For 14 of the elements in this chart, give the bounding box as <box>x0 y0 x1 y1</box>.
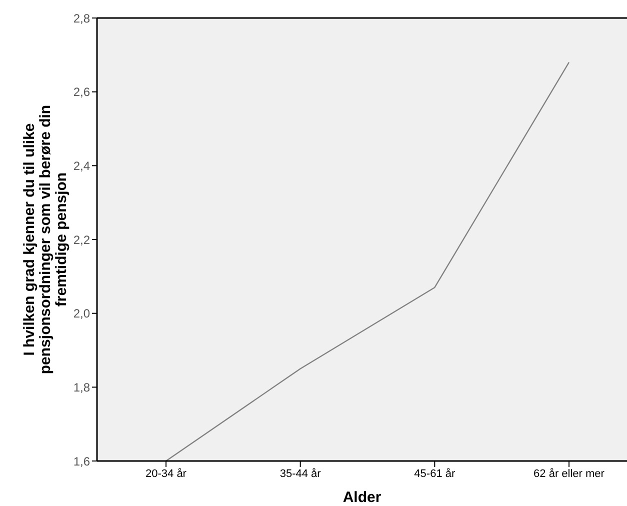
y-tick-label: 2,8 <box>73 11 90 26</box>
y-axis-title: I hvilken grad kjenner du til ulike pensjonsordninger som vil berøre din fremtidige pensjon <box>21 104 70 374</box>
line-series <box>165 62 570 461</box>
x-tick-label: 45-61 år <box>414 468 456 480</box>
y-tick-label: 2,2 <box>73 232 90 247</box>
x-tick-label: 20-34 år <box>146 468 187 480</box>
x-axis-title: Alder <box>342 489 382 506</box>
x-tick-label: 62 år eller mer <box>534 468 605 480</box>
y-tick-label: 2,4 <box>73 158 90 173</box>
y-tick-label: 2,0 <box>73 306 90 321</box>
y-tick-label: 1,8 <box>73 380 90 394</box>
y-tick-label: 2,6 <box>73 85 90 100</box>
y-tick-label: 1,6 <box>73 454 90 468</box>
x-tick-label: 35-44 år <box>280 468 322 480</box>
